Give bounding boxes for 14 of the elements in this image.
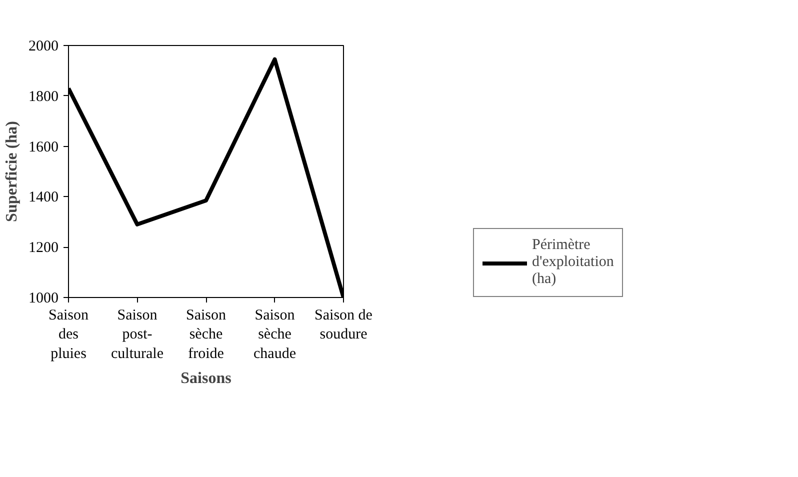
x-tick-label: Saison des pluies [48, 308, 89, 362]
x-tick-label: Saison de soudure [314, 308, 373, 343]
x-axis-title: Saisons [180, 370, 232, 387]
y-tick-label: 1400 [28, 190, 58, 206]
y-axis-title: Superficie (ha) [4, 121, 20, 222]
x-tick-label: Saison sèche chaude [254, 308, 296, 362]
y-tick-label: 1600 [28, 139, 58, 156]
y-tick-label: 1000 [28, 290, 58, 306]
y-tick-label: 1200 [28, 240, 58, 256]
legend-label: Périmètre d'exploitation (ha) [532, 237, 614, 288]
y-tick-label: 1800 [28, 88, 58, 105]
x-tick-label: Saison sèche froide [186, 308, 226, 362]
x-tick-label: Saison post-culturale [111, 308, 164, 362]
y-tick-label: 2000 [28, 38, 58, 54]
